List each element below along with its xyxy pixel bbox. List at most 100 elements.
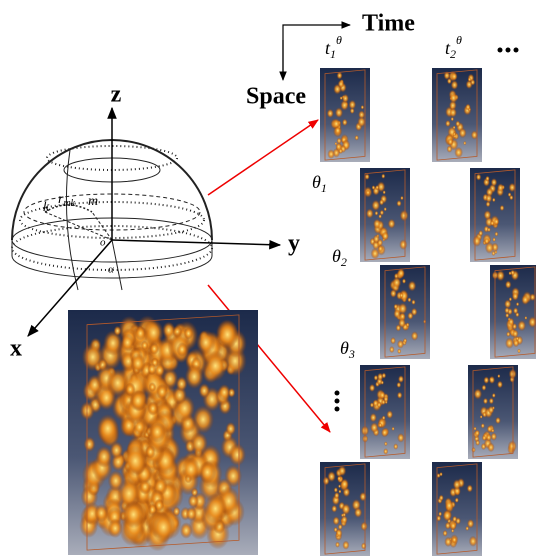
blob bbox=[400, 210, 409, 222]
blob bbox=[517, 320, 526, 331]
blob bbox=[443, 530, 448, 537]
blob bbox=[123, 445, 147, 477]
blob bbox=[333, 516, 340, 525]
blob bbox=[478, 230, 483, 236]
blob bbox=[402, 278, 406, 283]
blob bbox=[453, 126, 456, 130]
blob bbox=[366, 190, 371, 196]
blob bbox=[338, 80, 345, 89]
blob bbox=[480, 415, 483, 419]
r-sub: mk bbox=[63, 198, 75, 209]
blob bbox=[473, 427, 476, 431]
blob bbox=[411, 331, 418, 341]
blob bbox=[517, 349, 521, 354]
blob bbox=[354, 507, 362, 518]
volume-image bbox=[490, 265, 536, 359]
blob bbox=[445, 500, 454, 512]
blob bbox=[494, 218, 500, 225]
blob bbox=[373, 219, 381, 230]
blob bbox=[372, 185, 376, 190]
blob bbox=[370, 413, 377, 423]
dot bbox=[498, 48, 503, 53]
blob bbox=[130, 353, 146, 373]
blob bbox=[121, 333, 135, 351]
ellipsis-v bbox=[335, 391, 340, 412]
blob bbox=[338, 465, 346, 476]
row-label: θ2 bbox=[332, 246, 347, 269]
blob bbox=[449, 93, 457, 104]
blob bbox=[455, 517, 461, 524]
blob bbox=[360, 522, 367, 532]
blob bbox=[497, 381, 503, 389]
blob bbox=[338, 490, 341, 494]
blob bbox=[393, 443, 398, 449]
row-sub: 1 bbox=[321, 181, 327, 195]
blob bbox=[455, 497, 459, 503]
blob bbox=[375, 211, 379, 216]
row-label: θ3 bbox=[340, 338, 355, 361]
blob bbox=[361, 542, 366, 549]
blob bbox=[408, 281, 416, 292]
blob bbox=[454, 147, 463, 158]
blob bbox=[396, 200, 401, 207]
blob bbox=[485, 176, 489, 182]
blob bbox=[154, 499, 164, 512]
blob bbox=[465, 104, 470, 111]
ellipsis-h bbox=[498, 48, 519, 53]
blob bbox=[524, 316, 527, 320]
blob bbox=[467, 484, 473, 492]
blob bbox=[381, 380, 384, 384]
blob bbox=[338, 484, 341, 488]
y-axis bbox=[112, 240, 280, 245]
blob bbox=[366, 208, 374, 218]
blob bbox=[188, 494, 199, 508]
blob bbox=[399, 293, 403, 299]
o-label: o bbox=[100, 237, 106, 249]
z-label: z bbox=[111, 82, 122, 108]
blob bbox=[203, 350, 227, 381]
blob bbox=[228, 443, 246, 466]
blob bbox=[123, 501, 144, 529]
blob bbox=[378, 423, 382, 428]
blob bbox=[485, 194, 492, 203]
blob bbox=[486, 434, 492, 442]
col-sub: 1 bbox=[330, 47, 336, 61]
blob bbox=[390, 337, 396, 344]
volume-image bbox=[468, 365, 518, 459]
blob bbox=[471, 447, 475, 453]
blob bbox=[452, 536, 457, 543]
volume-image bbox=[360, 168, 410, 262]
blob bbox=[338, 148, 342, 154]
blob bbox=[521, 294, 529, 305]
blob bbox=[483, 376, 489, 384]
blob bbox=[492, 198, 496, 203]
volume-image bbox=[470, 168, 520, 262]
blob bbox=[130, 390, 147, 412]
volume-image bbox=[320, 68, 370, 162]
blob bbox=[487, 425, 493, 432]
blob bbox=[371, 200, 380, 211]
blob bbox=[336, 529, 343, 538]
blob bbox=[334, 142, 337, 146]
column-label: t1θ bbox=[325, 33, 342, 61]
k-label: k bbox=[43, 200, 50, 215]
blob bbox=[341, 503, 350, 515]
blob bbox=[396, 382, 401, 388]
row-base: θ bbox=[312, 172, 321, 192]
dot bbox=[506, 48, 511, 53]
blob bbox=[447, 145, 453, 153]
blob bbox=[494, 232, 498, 237]
blob bbox=[472, 235, 481, 247]
blob bbox=[331, 505, 337, 513]
blob bbox=[487, 443, 494, 453]
blob bbox=[473, 388, 482, 399]
blob bbox=[508, 318, 515, 327]
col-sup: θ bbox=[336, 33, 342, 47]
blob bbox=[96, 446, 113, 468]
blob bbox=[382, 231, 390, 241]
blob bbox=[334, 492, 340, 499]
blob bbox=[369, 384, 375, 392]
blob bbox=[451, 80, 459, 90]
y-label: y bbox=[288, 231, 300, 257]
blob bbox=[505, 337, 514, 349]
